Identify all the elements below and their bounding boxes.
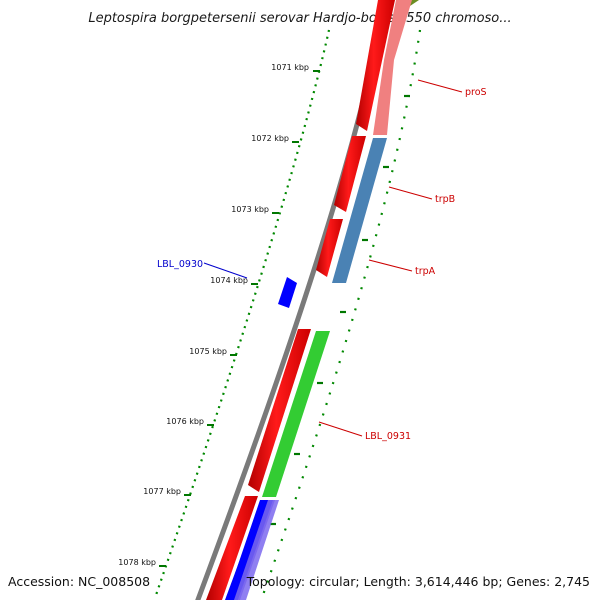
- connector-LBL_0930: [203, 262, 248, 279]
- tick-label: 1073 kbp: [231, 205, 269, 214]
- connector-trpA: [368, 259, 413, 272]
- tick-label: 1077 kbp: [143, 487, 181, 496]
- scale-dotted-arc: [153, 29, 331, 599]
- gene-label-LBL_0931: LBL_0931: [365, 431, 411, 442]
- gene-lower-strand: [206, 496, 258, 600]
- accession-text: Accession: NC_008508: [8, 574, 150, 589]
- gene-LBL_0931: [262, 331, 330, 497]
- gene-proS: [373, 0, 412, 135]
- gene-LBL_0930: [278, 277, 297, 308]
- connector-trpB: [388, 186, 433, 200]
- gene-proS-strand: [356, 0, 395, 131]
- gene-trpB-strand: [334, 136, 366, 212]
- gene-label-proS: proS: [465, 87, 487, 98]
- connector-proS: [417, 79, 463, 93]
- tick-label: 1072 kbp: [251, 134, 289, 143]
- tick-label: 1075 kbp: [189, 347, 227, 356]
- tick-label: 1071 kbp: [271, 63, 309, 72]
- inner-ticks: [270, 94, 410, 526]
- scale-ticks: 1071 kbp 1072 kbp 1073 kbp 1074 kbp 1075…: [118, 63, 320, 567]
- gene-purple-band: [233, 500, 279, 600]
- gene-label-trpB: trpB: [435, 194, 455, 205]
- tick-label: 1076 kbp: [166, 417, 204, 426]
- tick-label: 1074 kbp: [210, 276, 248, 285]
- connector-LBL_0931: [318, 421, 363, 437]
- gene-trpA-strand: [316, 219, 343, 277]
- gene-blue-band: [226, 500, 268, 600]
- summary-text: Topology: circular; Length: 3,614,446 bp…: [246, 574, 590, 589]
- inner-dotted-arc: [260, 29, 422, 599]
- tick-label: 1078 kbp: [118, 558, 156, 567]
- gene-LBL_0931-strand: [248, 329, 311, 492]
- gene-trpB-trpA: [332, 138, 387, 283]
- gene-label-trpA: trpA: [415, 266, 436, 277]
- map-title: Leptospira borgpetersenii serovar Hardjo…: [88, 11, 511, 26]
- gene-label-LBL_0930: LBL_0930: [157, 259, 203, 270]
